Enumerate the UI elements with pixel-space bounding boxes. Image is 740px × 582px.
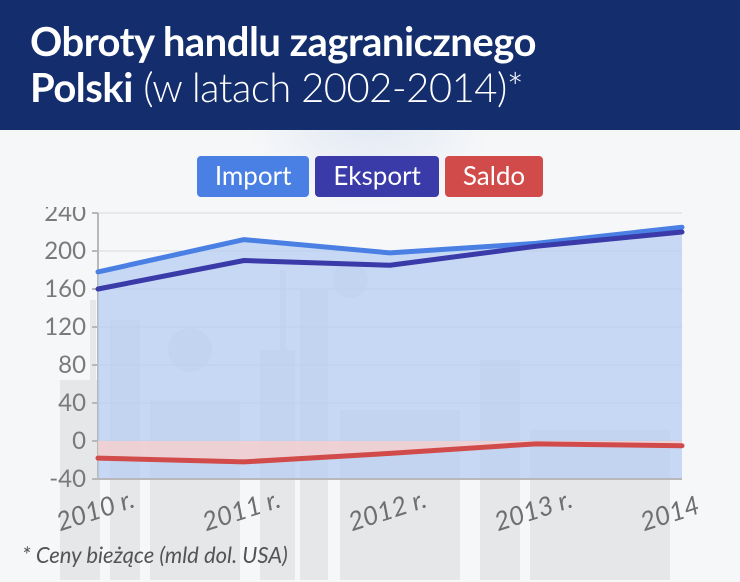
chart-title-banner: Obroty handlu zagranicznego Polski (w la… [0, 0, 740, 130]
legend-item-import: Import [197, 156, 310, 197]
ytick-label: 0 [72, 426, 86, 455]
ytick-label: 200 [44, 236, 86, 265]
chart-area: -40040801201602002402010 r.2011 r.2012 r… [20, 207, 700, 547]
chart-legend: Import Eksport Saldo [0, 156, 740, 197]
title-line2-bold: Polski [30, 63, 133, 111]
ytick-label: 40 [58, 388, 86, 417]
ytick-label: 120 [44, 312, 86, 341]
ytick-label: 80 [58, 350, 86, 379]
title-line2-light: (w latach 2002-2014)* [133, 63, 523, 111]
ytick-label: -40 [49, 464, 86, 493]
xtick-label: 2014 r. [636, 482, 700, 537]
ytick-label: 160 [44, 274, 86, 303]
chart-footnote: * Ceny bieżące (mld dol. USA) [22, 541, 288, 568]
legend-item-saldo: Saldo [445, 156, 543, 197]
legend-item-eksport: Eksport [315, 156, 438, 197]
line-chart-svg: -40040801201602002402010 r.2011 r.2012 r… [20, 207, 700, 547]
xtick-label: 2011 r. [198, 482, 284, 537]
ytick-label: 240 [44, 207, 86, 227]
xtick-label: 2013 r. [490, 482, 576, 537]
title-line1: Obroty handlu zagranicznego [30, 17, 536, 65]
xtick-label: 2012 r. [344, 482, 430, 537]
